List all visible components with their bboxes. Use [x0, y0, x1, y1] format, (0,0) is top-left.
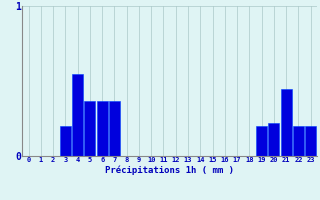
Bar [256, 126, 267, 156]
Bar [305, 126, 316, 156]
Bar [60, 126, 71, 156]
Bar [268, 123, 279, 156]
Bar [84, 100, 95, 156]
X-axis label: Précipitations 1h ( mm ): Précipitations 1h ( mm ) [105, 165, 234, 175]
Bar [109, 100, 120, 156]
Bar [72, 73, 83, 156]
Bar [293, 126, 304, 156]
Bar [97, 100, 108, 156]
Bar [281, 88, 292, 156]
